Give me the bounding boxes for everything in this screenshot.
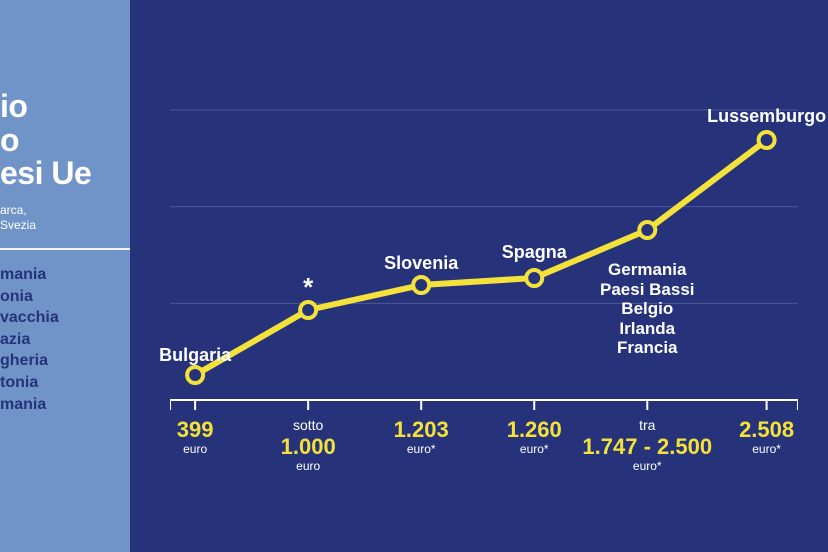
country-label: Lussemburgo [707, 106, 826, 127]
country-item: mania [0, 264, 130, 286]
sidebar: io o esi Ue arca, Svezia mania onia vacc… [0, 0, 130, 552]
country-label-line: Paesi Bassi [600, 280, 695, 300]
value-amount: 1.747 - 2.500 [582, 435, 712, 458]
value-amount: 2.508 [739, 418, 794, 441]
value-unit: euro [177, 443, 214, 456]
value-unit: euro* [739, 443, 794, 456]
country-item: tonia [0, 372, 130, 394]
title-line: o [0, 124, 130, 158]
value-label: 1.203 euro* [394, 418, 449, 456]
country-item: vacchia [0, 307, 130, 329]
value-prefix: sotto [281, 418, 336, 433]
title-line: esi Ue [0, 157, 130, 191]
value-amount: 1.260 [507, 418, 562, 441]
divider [0, 248, 130, 250]
value-unit: euro* [394, 443, 449, 456]
value-label: 1.260 euro* [507, 418, 562, 456]
chart-panel: Bulgaria399euro*sotto1.000euroSlovenia1.… [130, 0, 828, 552]
value-label: 2.508 euro* [739, 418, 794, 456]
value-label: tra 1.747 - 2.500 euro* [582, 418, 712, 472]
country-label-line: Francia [600, 338, 695, 358]
country-item: mania [0, 394, 130, 416]
value-unit: euro* [507, 443, 562, 456]
value-label: sotto 1.000 euro [281, 418, 336, 472]
value-amount: 399 [177, 418, 214, 441]
asterisk-marker: * [303, 272, 313, 303]
chart-area: Bulgaria399euro*sotto1.000euroSlovenia1.… [170, 70, 798, 492]
subtitle-line: Svezia [0, 218, 130, 234]
country-label: Bulgaria [159, 345, 231, 366]
country-item: gheria [0, 350, 130, 372]
country-item: azia [0, 329, 130, 351]
country-label-line: Germania [600, 260, 695, 280]
title: io o esi Ue [0, 90, 130, 191]
title-line: io [0, 90, 130, 124]
value-prefix: tra [582, 418, 712, 433]
value-label: 399 euro [177, 418, 214, 456]
value-amount: 1.203 [394, 418, 449, 441]
subtitle: arca, Svezia [0, 203, 130, 234]
value-amount: 1.000 [281, 435, 336, 458]
country-label-line: Irlanda [600, 319, 695, 339]
value-unit: euro* [582, 460, 712, 473]
subtitle-line: arca, [0, 203, 130, 219]
country-item: onia [0, 286, 130, 308]
country-label: Spagna [502, 242, 567, 263]
value-unit: euro [281, 460, 336, 473]
country-label-group: GermaniaPaesi BassiBelgioIrlandaFrancia [600, 260, 695, 358]
country-list: mania onia vacchia azia gheria tonia man… [0, 264, 130, 415]
country-label-line: Belgio [600, 299, 695, 319]
country-label: Slovenia [384, 253, 458, 274]
